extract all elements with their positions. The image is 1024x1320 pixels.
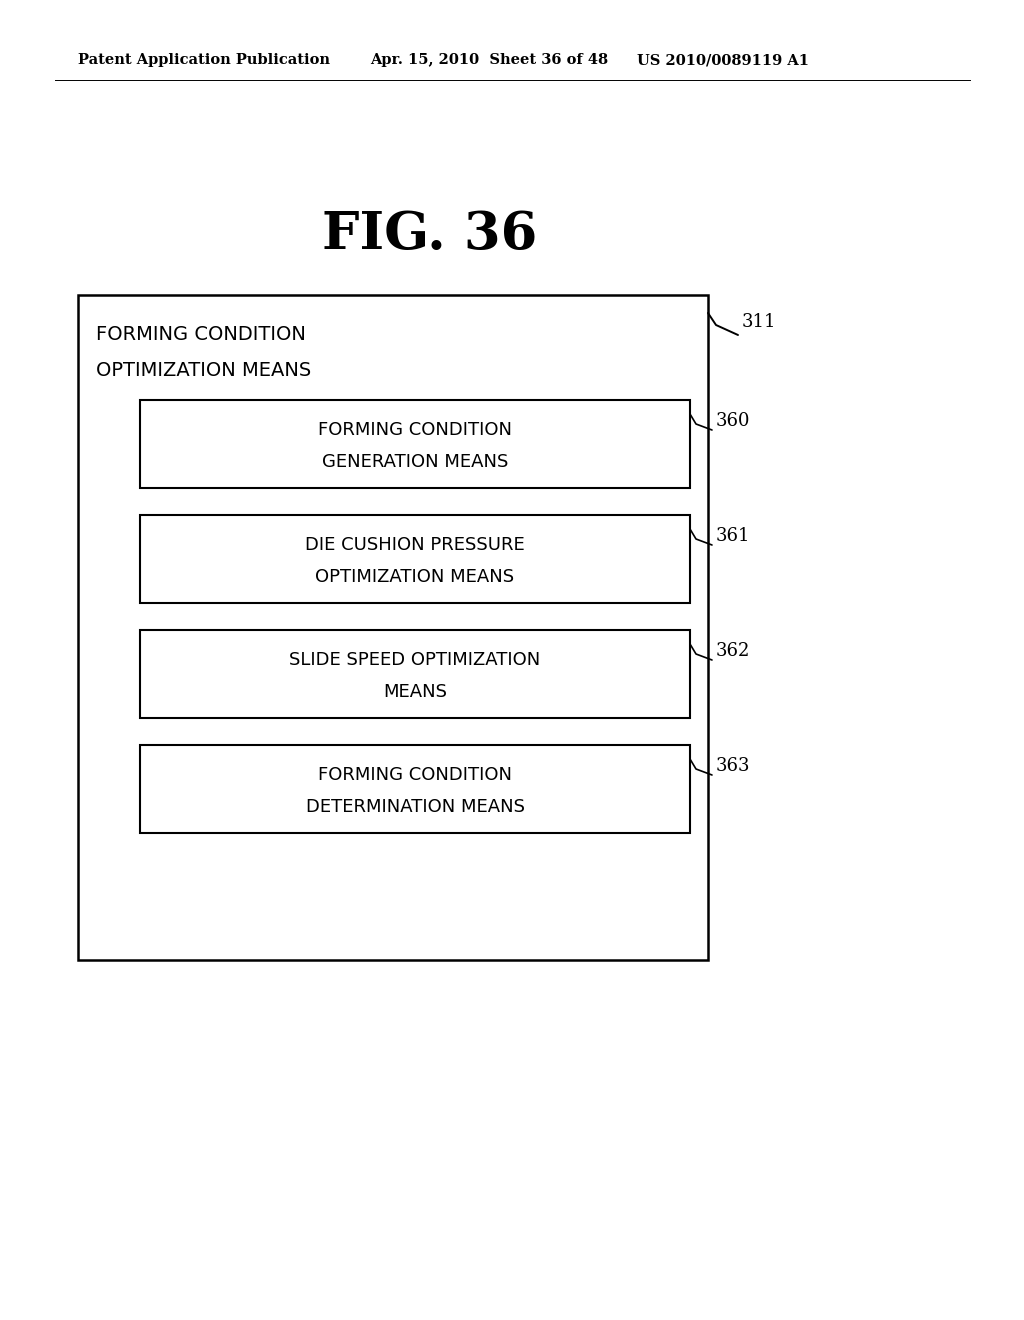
Text: OPTIMIZATION MEANS: OPTIMIZATION MEANS xyxy=(96,360,311,380)
Text: 363: 363 xyxy=(716,756,751,775)
Text: FORMING CONDITION: FORMING CONDITION xyxy=(318,766,512,784)
Text: DETERMINATION MEANS: DETERMINATION MEANS xyxy=(305,799,524,816)
Bar xyxy=(140,630,690,718)
Text: Patent Application Publication: Patent Application Publication xyxy=(78,53,330,67)
Text: FORMING CONDITION: FORMING CONDITION xyxy=(318,421,512,440)
Text: FORMING CONDITION: FORMING CONDITION xyxy=(96,326,306,345)
Text: 360: 360 xyxy=(716,412,751,430)
Bar xyxy=(140,400,690,488)
Text: 311: 311 xyxy=(742,313,776,331)
Text: MEANS: MEANS xyxy=(383,682,447,701)
Text: Apr. 15, 2010  Sheet 36 of 48: Apr. 15, 2010 Sheet 36 of 48 xyxy=(370,53,608,67)
Bar xyxy=(140,515,690,603)
Text: OPTIMIZATION MEANS: OPTIMIZATION MEANS xyxy=(315,568,515,586)
Text: 361: 361 xyxy=(716,527,751,545)
Text: 362: 362 xyxy=(716,642,751,660)
Bar xyxy=(78,294,708,960)
Text: US 2010/0089119 A1: US 2010/0089119 A1 xyxy=(637,53,809,67)
Text: SLIDE SPEED OPTIMIZATION: SLIDE SPEED OPTIMIZATION xyxy=(290,651,541,669)
Text: DIE CUSHION PRESSURE: DIE CUSHION PRESSURE xyxy=(305,536,525,554)
Bar xyxy=(140,744,690,833)
Text: GENERATION MEANS: GENERATION MEANS xyxy=(322,453,508,471)
Text: FIG. 36: FIG. 36 xyxy=(323,210,538,260)
